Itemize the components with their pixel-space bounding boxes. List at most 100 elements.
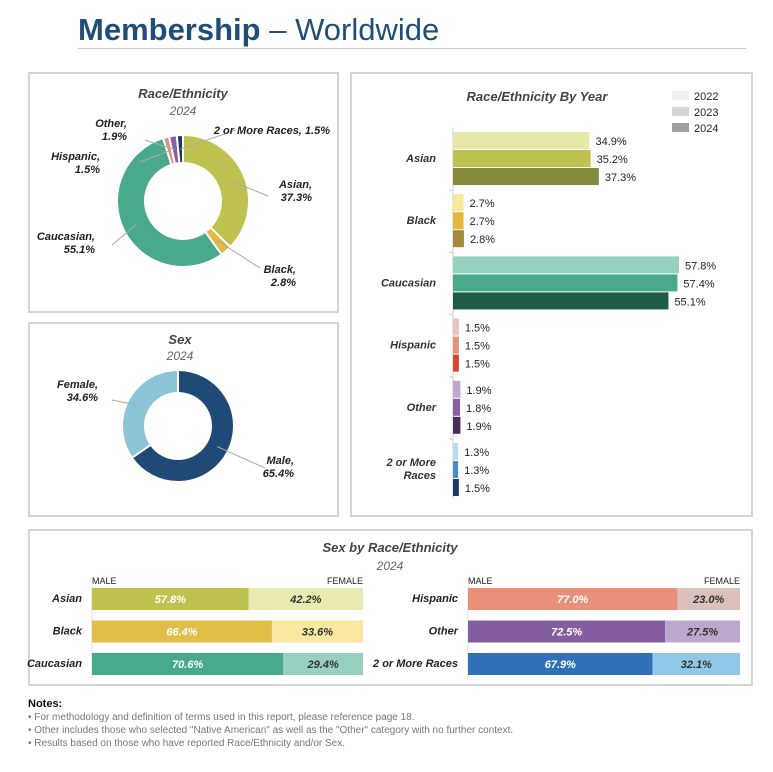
chart-subtitle: 2024: [166, 349, 194, 363]
value-male: 67.9%: [545, 659, 576, 671]
bar: [453, 230, 464, 248]
slice-male: [130, 368, 235, 483]
bar: [453, 380, 461, 398]
value-label: 2.7%: [470, 198, 495, 210]
value-label: 1.9%: [466, 385, 491, 397]
header-female: FEMALE: [327, 576, 363, 586]
slice-label: 1.9%: [102, 131, 127, 143]
value-label: 1.5%: [465, 483, 490, 495]
category-label: Races: [404, 470, 436, 482]
slice-label: 2.8%: [270, 277, 296, 289]
slice-label: 55.1%: [64, 244, 95, 256]
header-male: MALE: [92, 576, 117, 586]
value-label: 55.1%: [674, 296, 705, 308]
slice-label: Hispanic,: [51, 151, 100, 163]
value-female: 32.1%: [681, 659, 712, 671]
value-male: 77.0%: [557, 594, 588, 606]
slice-label: 2 or More Races, 1.5%: [213, 125, 330, 137]
bar-female: [271, 620, 363, 643]
value-label: 34.9%: [595, 136, 626, 148]
bar: [453, 318, 459, 336]
slice-label: Other,: [95, 118, 127, 130]
header-male: MALE: [468, 576, 493, 586]
slice-label: Asian,: [278, 179, 312, 191]
title-bold: Membership: [78, 12, 261, 47]
category-label: Other: [429, 626, 459, 638]
chart-subtitle: 2024: [169, 104, 197, 118]
notes-heading: Notes:: [28, 698, 63, 710]
leader-line: [144, 139, 176, 151]
bar: [453, 212, 464, 230]
value-male: 72.5%: [551, 627, 582, 639]
category-label: 2 or More: [385, 457, 436, 469]
value-male: 66.4%: [166, 627, 197, 639]
slice-female: [121, 368, 179, 460]
bar-male: [92, 620, 272, 643]
value-female: 27.5%: [686, 627, 718, 639]
bar: [453, 274, 678, 292]
bar: [453, 398, 461, 416]
page-title: Membership – Worldwide: [78, 12, 439, 48]
bar: [453, 194, 464, 212]
bar-female: [652, 653, 740, 675]
slice-label: 1.5%: [75, 164, 100, 176]
bar-male: [92, 653, 284, 675]
legend-label: 2022: [694, 91, 718, 103]
category-label: 2 or More Races: [372, 658, 458, 670]
legend-label: 2024: [694, 123, 718, 135]
leader-line: [111, 399, 139, 406]
leader-line: [139, 150, 170, 163]
bar: [453, 354, 459, 372]
chart-title: Race/Ethnicity By Year: [467, 89, 609, 104]
bar: [453, 443, 459, 460]
leader-line: [230, 180, 269, 197]
category-label: Black: [53, 626, 83, 638]
leader-line: [180, 129, 237, 150]
bar-female: [248, 588, 363, 610]
note-item: Results based on those who have reported…: [28, 737, 513, 750]
bar-male: [468, 653, 653, 675]
note-item: Other includes those who selected "Nativ…: [28, 724, 513, 737]
value-female: 33.6%: [302, 627, 333, 639]
bar: [453, 461, 459, 478]
header-female: FEMALE: [704, 576, 740, 586]
slice-label: 65.4%: [263, 468, 294, 480]
chart-title: Sex by Race/Ethnicity: [322, 540, 458, 555]
bar: [453, 132, 590, 149]
value-label: 57.4%: [683, 278, 714, 290]
value-label: 1.5%: [465, 359, 490, 371]
category-label: Hispanic: [390, 340, 436, 352]
chart-subtitle: 2024: [376, 559, 404, 573]
leader-line: [217, 446, 266, 469]
value-label: 1.5%: [465, 341, 490, 353]
value-label: 1.8%: [466, 403, 491, 415]
bar-female: [677, 588, 740, 610]
notes: Notes: For methodology and definition of…: [28, 698, 513, 750]
category-label: Caucasian: [381, 277, 436, 289]
bar: [453, 292, 669, 310]
legend-swatch: [672, 107, 689, 116]
bar-male: [92, 588, 249, 610]
bar: [453, 336, 459, 354]
value-label: 37.3%: [605, 172, 636, 184]
value-label: 35.2%: [597, 154, 628, 166]
category-label: Other: [407, 402, 437, 414]
value-female: 23.0%: [692, 594, 724, 606]
bar: [453, 416, 461, 434]
slice-label: Black,: [264, 264, 296, 276]
slice-label: Female,: [57, 379, 98, 391]
title-rest: – Worldwide: [260, 12, 440, 47]
value-label: 1.9%: [466, 421, 491, 433]
value-label: 57.8%: [685, 260, 716, 272]
value-label: 1.3%: [464, 447, 489, 459]
bar: [453, 256, 679, 274]
slice-label: 37.3%: [281, 192, 312, 204]
slice-2-or-more-races: [175, 133, 184, 165]
bar: [453, 150, 591, 167]
slice-asian: [182, 133, 250, 249]
value-female: 42.2%: [289, 594, 321, 606]
chart-title: Race/Ethnicity: [138, 86, 228, 101]
value-label: 2.7%: [470, 216, 495, 228]
category-label: Black: [407, 215, 437, 227]
